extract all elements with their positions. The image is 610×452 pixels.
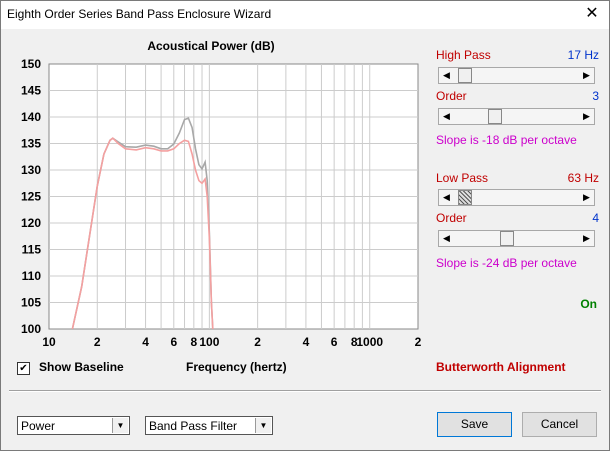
x-tick-label: 6 (331, 335, 338, 349)
high-order-value: 3 (592, 89, 599, 103)
save-button[interactable]: Save (437, 412, 512, 437)
high-order-thumb[interactable] (488, 109, 503, 124)
chart-title: Acoustical Power (dB) (147, 39, 275, 53)
show-baseline-checkbox[interactable]: ✔ (17, 362, 30, 375)
arrow-right-icon[interactable]: ▶ (583, 192, 590, 202)
low-pass-label: Low Pass (436, 171, 489, 185)
high-pass-thumb[interactable] (458, 68, 473, 83)
arrow-right-icon[interactable]: ▶ (583, 233, 590, 243)
high-order-slider[interactable]: ◀ ▶ (438, 108, 595, 125)
filter-type-select[interactable]: Band Pass Filter ▼ (145, 416, 273, 435)
show-baseline-label[interactable]: Show Baseline (39, 360, 124, 374)
title-bar: Eighth Order Series Band Pass Enclosure … (1, 1, 609, 29)
window-title: Eighth Order Series Band Pass Enclosure … (7, 7, 272, 21)
x-tick-label: 8 (351, 335, 358, 349)
y-tick-label: 125 (21, 190, 41, 204)
cancel-button[interactable]: Cancel (522, 412, 597, 437)
x-tick-label: 8 (190, 335, 197, 349)
chevron-down-icon[interactable]: ▼ (255, 418, 271, 433)
x-tick-label: 4 (142, 335, 149, 349)
arrow-right-icon[interactable]: ▶ (583, 111, 590, 121)
high-pass-slider[interactable]: ◀ ▶ (438, 67, 595, 84)
chevron-down-icon[interactable]: ▼ (112, 418, 128, 433)
plot-type-select[interactable]: Power ▼ (17, 416, 130, 435)
low-order-thumb[interactable] (499, 231, 514, 246)
y-tick-label: 145 (21, 84, 41, 98)
low-pass-value: 63 Hz (567, 171, 599, 185)
y-tick-label: 110 (22, 269, 42, 283)
high-pass-value: 17 Hz (567, 48, 599, 62)
low-order-slider[interactable]: ◀ ▶ (438, 230, 595, 247)
arrow-right-icon[interactable]: ▶ (583, 70, 590, 80)
x-tick-label: 10 (42, 335, 56, 349)
arrow-left-icon[interactable]: ◀ (443, 111, 450, 121)
low-pass-slider[interactable]: ◀ ▶ (438, 189, 595, 206)
x-tick-label: 4 (303, 335, 310, 349)
x-tick-label: 6 (170, 335, 177, 349)
y-tick-label: 130 (21, 163, 41, 177)
x-tick-label: 2 (254, 335, 261, 349)
separator (9, 390, 601, 392)
arrow-left-icon[interactable]: ◀ (443, 192, 450, 202)
high-slope-text: Slope is -18 dB per octave (436, 133, 577, 147)
low-slope-text: Slope is -24 dB per octave (436, 256, 577, 270)
low-pass-thumb[interactable] (458, 190, 473, 205)
high-order-label: Order (436, 89, 467, 103)
y-tick-label: 140 (21, 110, 41, 124)
high-pass-label: High Pass (436, 48, 491, 62)
alignment-label: Butterworth Alignment (436, 360, 566, 374)
arrow-left-icon[interactable]: ◀ (443, 70, 450, 80)
y-tick-label: 150 (21, 57, 41, 71)
y-tick-label: 115 (22, 243, 42, 257)
close-icon[interactable]: ✕ (585, 5, 599, 22)
response-series-line (71, 137, 214, 329)
arrow-left-icon[interactable]: ◀ (443, 233, 450, 243)
y-tick-label: 135 (21, 137, 41, 151)
plot-type-value: Power (21, 419, 56, 433)
low-order-label: Order (436, 211, 467, 225)
x-tick-label: 100 (199, 335, 219, 349)
y-tick-label: 100 (21, 322, 41, 336)
status-on: On (580, 297, 597, 311)
x-tick-label: 2 (415, 335, 422, 349)
x-tick-label: 2 (94, 335, 101, 349)
filter-type-value: Band Pass Filter (149, 419, 238, 433)
y-tick-label: 105 (21, 296, 41, 310)
x-tick-label: 1000 (356, 335, 383, 349)
y-tick-label: 120 (21, 216, 41, 230)
low-order-value: 4 (592, 211, 599, 225)
x-axis-label: Frequency (hertz) (186, 360, 287, 374)
